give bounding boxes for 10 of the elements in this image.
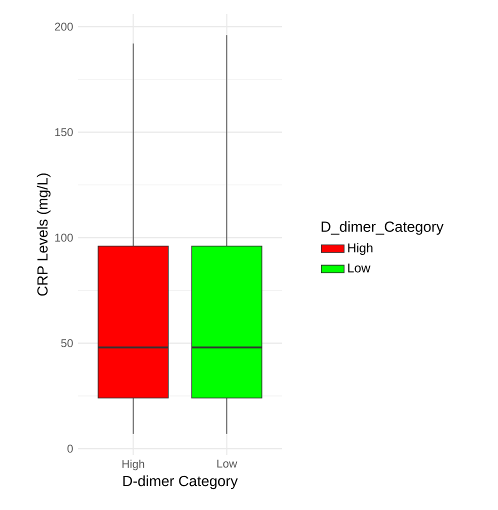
y-tick-label: 50 [61,339,73,348]
legend-label: Low [348,264,370,272]
y-tick-label: 150 [55,128,73,136]
legend-label: High [348,243,372,255]
y-tick-label: 0 [67,444,73,453]
x-axis-title: D-dimer Category [123,475,238,490]
y-axis-title: CRP Levels (mg/L) [36,173,51,296]
y-tick-label: 200 [54,22,73,31]
y-tick-label: 100 [55,234,73,242]
legend-title: D_dimer_Category [322,221,444,235]
